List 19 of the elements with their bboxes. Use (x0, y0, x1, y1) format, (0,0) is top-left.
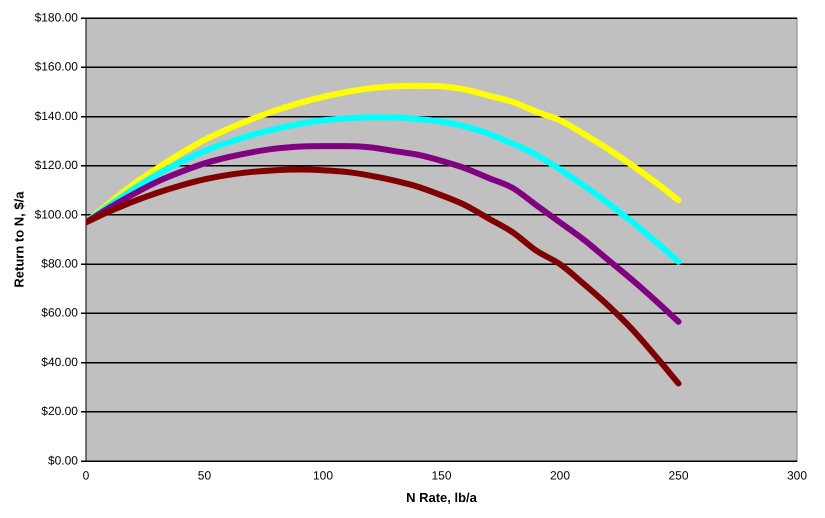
y-tick-label: $0.00 (48, 453, 78, 468)
x-tick-label: 0 (82, 468, 90, 483)
y-tick-label: $160.00 (34, 60, 78, 74)
y-tick-label: $80.00 (41, 256, 78, 271)
y-tick-label: $180.00 (34, 10, 78, 25)
y-tick-label: $40.00 (41, 354, 78, 369)
x-tick-label: 100 (312, 468, 334, 483)
x-tick-label: 150 (431, 468, 452, 483)
y-tick-label: $100.00 (34, 207, 78, 222)
x-tick-label: 200 (550, 468, 570, 483)
x-tick-label: 50 (198, 468, 212, 483)
x-tick-label: 300 (786, 468, 808, 483)
x-tick-label: 250 (668, 468, 689, 483)
y-tick-label: $120.00 (34, 158, 78, 172)
y-tick-label: $140.00 (34, 108, 78, 123)
x-axis-title: N Rate, lb/a (406, 490, 478, 505)
y-tick-label: $60.00 (41, 306, 78, 320)
y-tick-label: $20.00 (41, 404, 78, 418)
y-axis-title: Return to N, $/a (11, 190, 26, 288)
